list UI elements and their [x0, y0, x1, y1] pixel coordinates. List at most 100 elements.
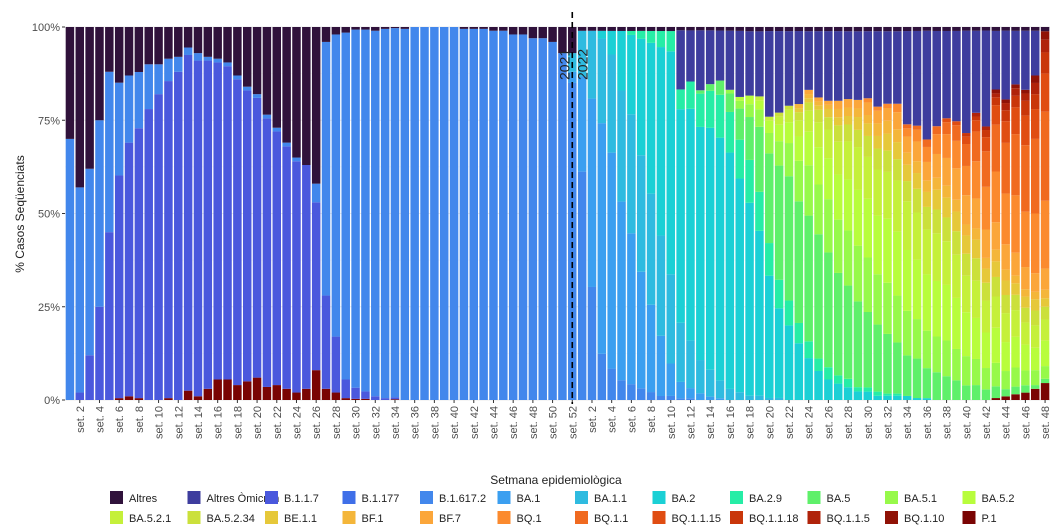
legend-swatch	[187, 491, 201, 504]
bar-segment	[627, 384, 636, 400]
bar-segment	[932, 372, 941, 400]
bar-segment	[1021, 115, 1030, 146]
bar-segment	[282, 27, 291, 143]
bar-segment	[252, 27, 262, 95]
bar-segment	[922, 229, 932, 275]
bar-segment	[459, 28, 469, 401]
bar-segment	[597, 353, 607, 400]
bar-segment	[725, 89, 735, 94]
bar-segment	[912, 27, 922, 31]
bar-segment	[1040, 383, 1050, 400]
legend-label: BA.5.2.1	[129, 513, 171, 525]
x-tick-label: set. 48	[528, 406, 540, 439]
bar-segment	[962, 253, 971, 276]
bar-segment	[971, 198, 981, 229]
bar-segment	[833, 117, 843, 126]
bar-segment	[912, 398, 922, 400]
bar-segment	[804, 98, 813, 103]
bar-segment	[873, 110, 882, 124]
bar-segment	[193, 396, 203, 400]
x-tick-label: set. 38	[429, 406, 441, 439]
bar-segment	[902, 395, 912, 400]
bar-segment	[755, 96, 764, 101]
x-tick-label: set. 40	[961, 406, 973, 439]
bar-segment	[971, 280, 981, 318]
bar-segment	[902, 128, 912, 137]
bar-segment	[114, 175, 124, 399]
bar-segment	[873, 169, 882, 216]
x-tick-label: set. 6	[626, 406, 638, 433]
bar-segment	[863, 198, 873, 258]
x-tick-label: set. 14	[193, 406, 205, 439]
bar-segment	[991, 249, 1001, 262]
bar-segment	[1021, 385, 1030, 393]
bar-segment	[912, 319, 922, 359]
bar-segment	[833, 219, 843, 273]
bar-segment	[1030, 388, 1040, 400]
bar-segment	[321, 388, 331, 400]
bar-segment	[351, 29, 360, 388]
bar-segment	[962, 136, 971, 145]
bar-segment	[971, 228, 981, 240]
y-tick-label: 25%	[38, 302, 60, 314]
bar-segment	[912, 212, 922, 260]
bar-segment	[1030, 138, 1040, 214]
bar-segment	[666, 27, 676, 32]
bar-segment	[833, 272, 843, 376]
bar-segment	[942, 197, 951, 218]
bar-segment	[833, 108, 843, 118]
bar-segment	[863, 98, 873, 103]
bar-segment	[893, 129, 902, 143]
bar-segment	[804, 165, 813, 216]
x-tick-label: set. 24	[291, 406, 303, 439]
bar-segment	[784, 143, 794, 177]
bar-segment	[223, 27, 232, 63]
bar-segment	[893, 231, 902, 296]
bar-segment	[952, 140, 961, 169]
bar-segment	[794, 136, 804, 161]
bar-segment	[656, 31, 666, 48]
bar-segment	[902, 201, 912, 250]
bar-segment	[902, 181, 912, 202]
bar-segment	[1040, 298, 1050, 307]
bar-segment	[311, 202, 321, 371]
bar-segment	[932, 233, 941, 281]
bar-segment	[804, 215, 813, 342]
bar-segment	[607, 152, 616, 369]
bar-segment	[971, 30, 981, 113]
bar-segment	[814, 184, 823, 235]
bar-segment	[824, 31, 833, 101]
bar-segment	[912, 188, 922, 213]
bar-segment	[981, 130, 991, 138]
bar-segment	[636, 30, 646, 39]
bar-segment	[617, 380, 626, 400]
bar-segment	[883, 27, 892, 32]
bar-segment	[75, 187, 85, 393]
bar-segment	[902, 164, 912, 182]
bar-segment	[577, 27, 587, 31]
bar-segment	[1011, 294, 1020, 311]
bar-segment	[607, 368, 616, 400]
bar-segment	[902, 249, 912, 311]
bar-segment	[814, 358, 823, 371]
bar-segment	[922, 146, 932, 162]
x-tick-label: set. 26	[823, 406, 835, 439]
x-tick-label: set. 12	[685, 406, 697, 439]
bar-segment	[105, 71, 114, 233]
bar-segment	[843, 124, 853, 142]
bar-segment	[873, 27, 882, 32]
bar-segment	[1011, 88, 1020, 96]
bar-segment	[105, 232, 114, 400]
bar-segment	[597, 123, 607, 354]
year-label-right: 2022	[574, 49, 590, 80]
bar-segment	[1021, 93, 1030, 101]
bar-segment	[814, 234, 823, 359]
bar-segment	[755, 27, 764, 32]
bar-segment	[124, 75, 134, 143]
bar-segment	[735, 392, 744, 400]
bar-segment	[784, 122, 794, 144]
bar-segment	[804, 358, 813, 400]
bar-segment	[971, 120, 981, 132]
bar-segment	[873, 135, 882, 149]
y-tick-label: 100%	[32, 22, 60, 34]
